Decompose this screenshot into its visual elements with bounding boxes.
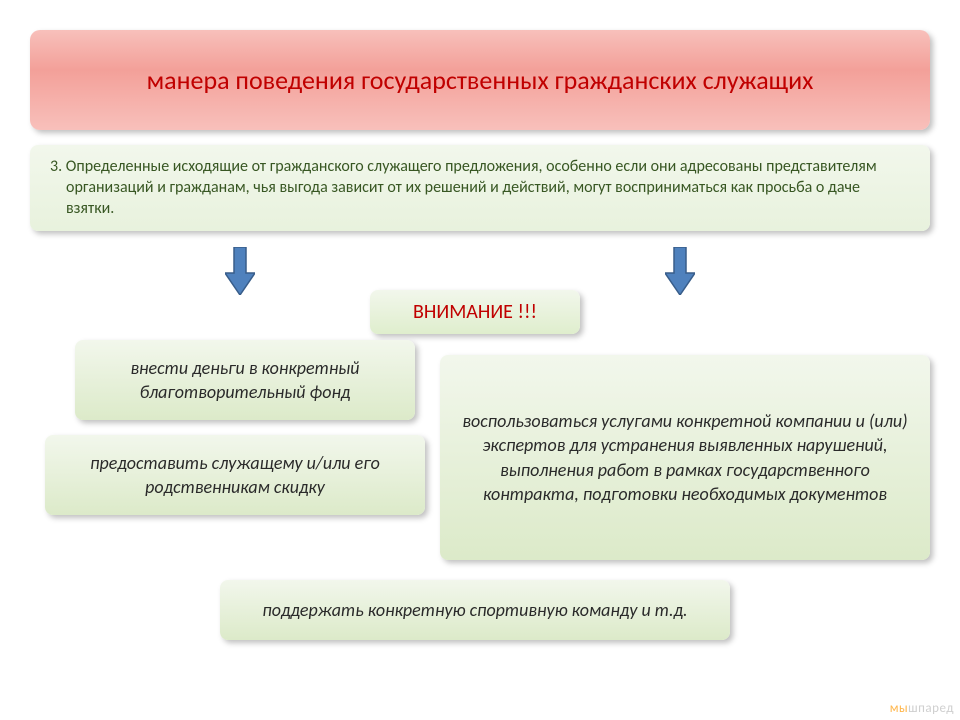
arrow-down-icon: [665, 247, 695, 295]
watermark-prefix: мы: [890, 701, 908, 716]
arrow-down-icon: [225, 247, 255, 295]
warning-box: ВНИМАНИЕ !!!: [370, 290, 580, 334]
info-box-charity: внести деньги в конкретный благотворител…: [75, 340, 415, 420]
arrow-path: [665, 247, 695, 295]
info-box-sport: поддержать конкретную спортивную команду…: [220, 580, 730, 640]
box-text: внести деньги в конкретный благотворител…: [95, 356, 395, 405]
title-text: манера поведения государственных граждан…: [147, 64, 814, 97]
box-text: предоставить служащему и/или его родстве…: [65, 451, 405, 500]
watermark-suffix: шпаред: [908, 701, 954, 716]
description-text: 3. Определенные исходящие от гражданског…: [50, 157, 910, 219]
slide-title: манера поведения государственных граждан…: [30, 30, 930, 130]
arrow-path: [225, 247, 255, 295]
info-box-discount: предоставить служащему и/или его родстве…: [45, 435, 425, 515]
slide: манера поведения государственных граждан…: [0, 0, 960, 720]
box-text: воспользоваться услугами конкретной комп…: [460, 409, 910, 506]
box-text: поддержать конкретную спортивную команду…: [262, 598, 687, 622]
warning-text: ВНИМАНИЕ !!!: [413, 300, 537, 324]
info-box-services: воспользоваться услугами конкретной комп…: [440, 355, 930, 560]
description-box: 3. Определенные исходящие от гражданског…: [30, 145, 930, 231]
watermark: мышпаред: [890, 701, 954, 716]
